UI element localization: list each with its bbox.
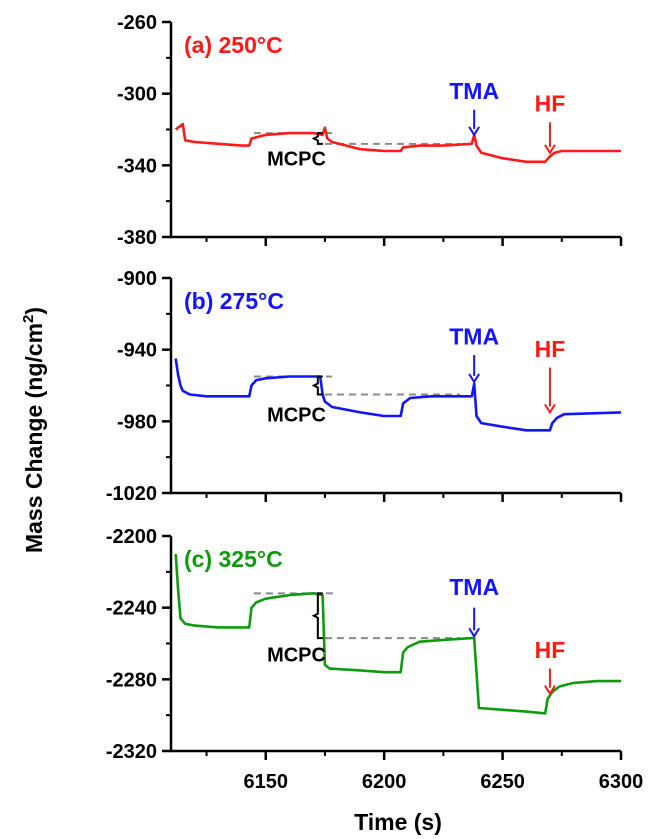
tma-label: TMA <box>449 78 499 104</box>
y-tick-label: -340 <box>117 155 157 177</box>
arrow-head-icon <box>544 685 556 696</box>
panel-label: (c) 325°C <box>184 546 283 572</box>
arrow-head-icon <box>468 373 481 384</box>
hf-label: HF <box>535 336 566 362</box>
series-line <box>174 122 621 164</box>
hf-label: HF <box>535 91 566 117</box>
y-tick-label: -1020 <box>106 483 157 505</box>
tma-label: TMA <box>449 574 499 600</box>
y-tick-label: -2240 <box>106 598 157 620</box>
hf-label: HF <box>535 637 566 663</box>
panel-label: (b) 275°C <box>184 288 284 314</box>
y-axis-title-end: ) <box>21 307 47 315</box>
panel-2: -900 -940 -980 -1020 (b) 275°C TMA HF MCPC <box>106 268 623 505</box>
mcpc-bracket <box>311 592 323 640</box>
series-line <box>174 358 622 432</box>
mcpc-bracket <box>311 132 323 145</box>
tma-label: TMA <box>449 323 499 349</box>
y-tick-label: -980 <box>117 411 157 433</box>
y-tick-label: -2200 <box>106 526 157 548</box>
y-tick-label: -380 <box>117 227 157 249</box>
panel-label: (a) 250°C <box>184 32 283 58</box>
arrow-head-icon <box>468 126 481 137</box>
panel-3: -2200 -2240 -2280 -2320 (c) 325°C TMA HF MCPC <box>106 526 623 763</box>
y-tick-label: -2280 <box>106 669 157 691</box>
arrow-head-icon <box>544 144 556 155</box>
x-tick-label: 6300 <box>599 771 644 793</box>
mcpc-label: MCPC <box>267 644 326 666</box>
panel-1: -260 -300 -340 -380 (a) 250°C TMA HF MCPC <box>117 12 623 249</box>
y-tick-label: -900 <box>117 268 157 290</box>
arrow-head-icon <box>544 403 556 415</box>
series-line <box>174 553 621 715</box>
y-tick-label: -260 <box>117 12 157 34</box>
mcpc-label: MCPC <box>267 148 326 170</box>
mcpc-label: MCPC <box>267 404 326 426</box>
mcpc-bracket <box>311 375 323 396</box>
y-tick-label: -2320 <box>106 741 157 763</box>
x-tick-label: 6150 <box>243 771 288 793</box>
x-tick-label: 6250 <box>480 771 525 793</box>
x-axis-title: Time (s) <box>354 809 442 835</box>
x-tick-label: 6200 <box>362 771 407 793</box>
arrow-head-icon <box>468 627 481 639</box>
y-tick-label: -300 <box>117 84 157 106</box>
y-tick-label: -940 <box>117 340 157 362</box>
y-axis-title-superscript: 2 <box>20 315 37 323</box>
x-tick-labels: 6150 6200 6250 6300 <box>243 771 643 793</box>
y-axis-title-main: Mass Change (ng/cm <box>21 323 47 553</box>
y-axis-title: Mass Change (ng/cm2) <box>20 307 47 553</box>
